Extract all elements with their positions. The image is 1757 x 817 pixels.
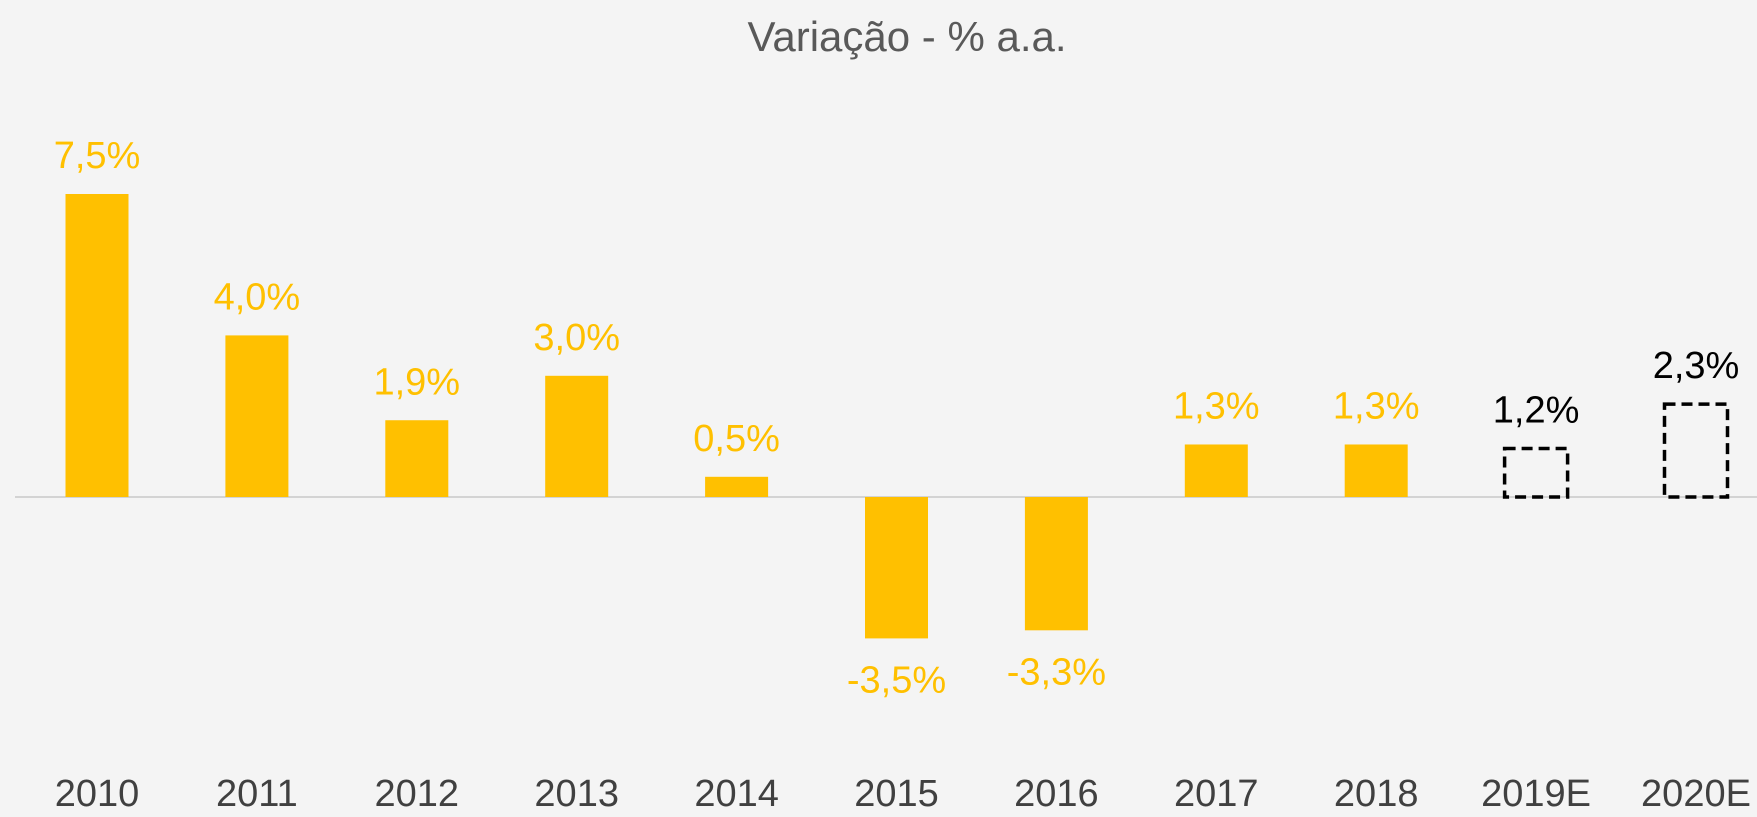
bar — [545, 376, 608, 497]
bar — [66, 194, 129, 497]
x-tick-label: 2014 — [694, 773, 779, 815]
x-tick-label: 2018 — [1334, 773, 1419, 815]
chart: Variação - % a.a. 2010 7,5% 2011 4,0% 2012 1,… — [0, 0, 1757, 817]
value-label: 1,9% — [373, 361, 460, 403]
x-tick-label: 2011 — [216, 773, 298, 815]
chart-title: Variação - % a.a. — [747, 13, 1066, 60]
x-tick-label: 2020E — [1641, 773, 1751, 815]
x-tick-label: 2017 — [1174, 773, 1259, 815]
bar — [1185, 444, 1248, 497]
bar — [1025, 497, 1088, 630]
value-label: 1,3% — [1173, 386, 1260, 428]
x-tick-label: 2015 — [854, 773, 939, 815]
x-tick-label: 2012 — [375, 773, 460, 815]
value-label: 1,2% — [1493, 390, 1580, 432]
bar — [225, 335, 288, 497]
x-tick-label: 2013 — [534, 773, 619, 815]
bar — [705, 477, 768, 497]
value-label: 1,3% — [1333, 386, 1420, 428]
bar — [865, 497, 928, 638]
value-label: 2,3% — [1653, 345, 1740, 387]
bar — [385, 420, 448, 497]
x-tick-label: 2016 — [1014, 773, 1099, 815]
value-label: 3,0% — [533, 317, 620, 359]
value-label: -3,5% — [847, 659, 946, 701]
x-tick-label: 2010 — [55, 773, 140, 815]
x-tick-label: 2019E — [1481, 773, 1591, 815]
value-label: 0,5% — [693, 418, 780, 460]
value-label: -3,3% — [1007, 651, 1106, 693]
value-label: 7,5% — [54, 135, 141, 177]
bar — [1345, 444, 1408, 497]
value-label: 4,0% — [214, 276, 301, 318]
